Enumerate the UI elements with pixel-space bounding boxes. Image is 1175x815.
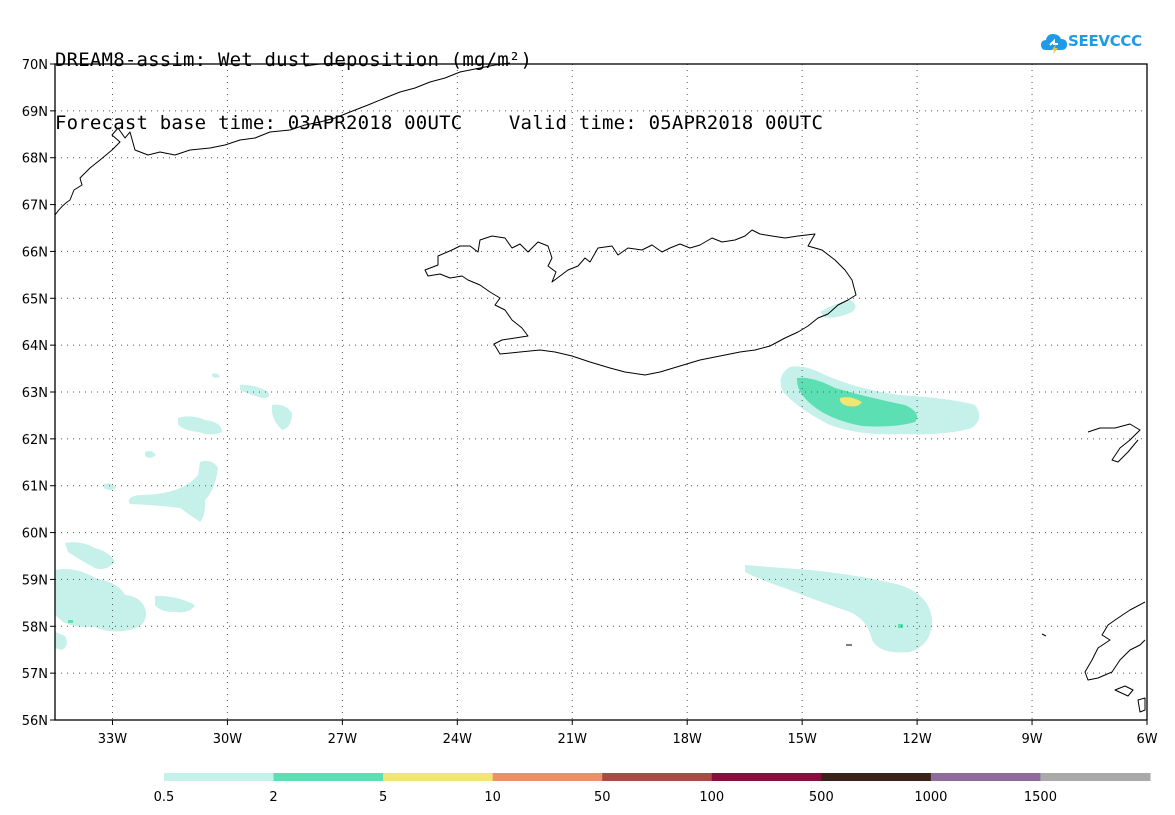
map-title: DREAM8-assim: Wet dust deposition (mg/m²… xyxy=(55,8,823,155)
legend-label: 1500 xyxy=(1024,790,1057,805)
grid-lines xyxy=(55,64,1147,720)
deposition-area xyxy=(745,565,932,653)
tick-label-lat: 56N xyxy=(22,714,48,729)
tick-label-lat: 68N xyxy=(22,152,48,167)
tick-label-lat: 57N xyxy=(22,667,48,682)
title-line-2: Forecast base time: 03APR2018 00UTC Vali… xyxy=(55,112,824,134)
tick-label-lon: 12W xyxy=(902,732,932,747)
tick-label-lat: 60N xyxy=(22,527,48,542)
deposition-area xyxy=(240,384,270,398)
deposition-area xyxy=(155,595,195,613)
deposition-area xyxy=(272,404,292,430)
legend-label: 50 xyxy=(594,790,611,805)
legend-label: 500 xyxy=(809,790,834,805)
tick-label-lat: 62N xyxy=(22,433,48,448)
deposition-area xyxy=(104,483,116,490)
tick-label-lat: 63N xyxy=(22,386,48,401)
legend-label: 2 xyxy=(269,790,277,805)
tick-label-lat: 61N xyxy=(22,480,48,495)
deposition-area xyxy=(128,460,218,522)
tick-label-lat: 58N xyxy=(22,620,48,635)
axis-ticks: 33W 30W 27W 24W 21W 18W 15W 12W 9W 6W 70N 69N 68N 67N… xyxy=(22,58,1158,747)
legend-swatch xyxy=(383,773,494,781)
legend-swatch xyxy=(1040,773,1151,781)
legend-label: 5 xyxy=(379,790,387,805)
legend-swatch xyxy=(602,773,713,781)
tick-label-lat: 66N xyxy=(22,245,48,260)
tick-label-lat: 65N xyxy=(22,292,48,307)
coastline-islet xyxy=(1041,633,1047,637)
tick-label-lat: 67N xyxy=(22,199,48,214)
deposition-area xyxy=(55,632,67,650)
coastline-greenland xyxy=(54,62,511,216)
deposition-area xyxy=(212,373,220,378)
legend-swatch xyxy=(711,773,822,781)
coastline-scotland xyxy=(1084,601,1146,681)
tick-label-lat: 69N xyxy=(22,105,48,120)
deposition-area xyxy=(65,542,115,570)
tick-label-lon: 30W xyxy=(213,732,243,747)
tick-label-lon: 33W xyxy=(98,732,128,747)
legend-swatch xyxy=(164,773,275,781)
legend-swatch xyxy=(273,773,384,781)
tick-label-lon: 6W xyxy=(1136,732,1157,747)
legend-swatch xyxy=(930,773,1041,781)
legend-label: 10 xyxy=(484,790,501,805)
tick-label-lon: 21W xyxy=(558,732,588,747)
deposition-area xyxy=(178,416,222,435)
cloud-icon xyxy=(1041,34,1067,54)
legend-swatch xyxy=(492,773,603,781)
deposition-area xyxy=(898,624,903,628)
deposition-area xyxy=(145,451,156,458)
tick-label-lon: 24W xyxy=(443,732,473,747)
seevccc-logo: SEEVCCC xyxy=(1040,28,1155,58)
tick-label-lat: 59N xyxy=(22,573,48,588)
legend-label: 0.5 xyxy=(154,790,175,805)
legend-label: 1000 xyxy=(914,790,947,805)
legend-label: 100 xyxy=(699,790,724,805)
tick-label-lat: 64N xyxy=(22,339,48,354)
coastline-hebrides xyxy=(1114,685,1146,713)
logo-text: SEEVCCC xyxy=(1068,32,1142,50)
coastlines xyxy=(54,62,1146,713)
tick-label-lat: 70N xyxy=(22,58,48,73)
tick-label-lon: 9W xyxy=(1021,732,1042,747)
deposition-area xyxy=(839,397,862,407)
coastline-faroe xyxy=(1087,423,1141,463)
coastline-iceland xyxy=(424,229,857,376)
deposition-field xyxy=(55,300,980,653)
tick-label-lon: 27W xyxy=(328,732,358,747)
deposition-area xyxy=(55,569,146,632)
legend-swatch xyxy=(821,773,932,781)
legend-colorbar: 0.5 2 5 10 50 100 500 1000 1500 xyxy=(154,773,1151,805)
tick-label-lon: 18W xyxy=(673,732,703,747)
tick-label-lon: 15W xyxy=(787,732,817,747)
title-line-1: DREAM8-assim: Wet dust deposition (mg/m²… xyxy=(55,49,533,71)
deposition-area xyxy=(68,620,73,623)
